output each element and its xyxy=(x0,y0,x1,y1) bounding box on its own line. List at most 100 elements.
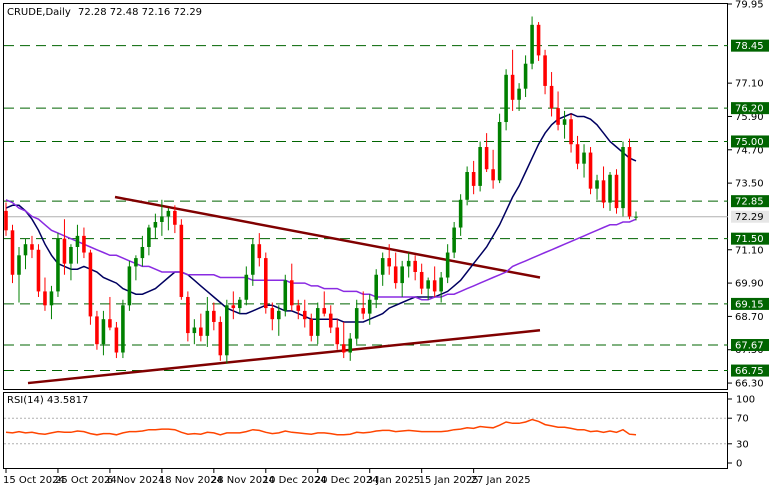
candle-body xyxy=(627,147,632,217)
ohlc-readout: 72.28 72.48 72.16 72.29 xyxy=(78,7,202,18)
date-tick-label: 15 Oct 2024 xyxy=(3,475,65,486)
candle-body xyxy=(634,216,638,218)
trendline xyxy=(114,195,541,279)
candle-body xyxy=(36,249,41,292)
level-tag-bg xyxy=(731,39,769,52)
price-tick-label: 71.10 xyxy=(735,245,764,256)
candle-body xyxy=(302,310,307,320)
candle-body xyxy=(400,266,404,284)
candle-body xyxy=(601,180,606,203)
candle-body xyxy=(445,252,450,278)
candle-body xyxy=(121,305,125,353)
price-tick-label: 75.90 xyxy=(735,112,764,123)
rsi-line xyxy=(5,418,637,436)
rsi-tick-label: 70 xyxy=(736,414,749,425)
rsi-tick-label: 30 xyxy=(736,439,749,450)
candle-body xyxy=(471,172,476,186)
candle-body xyxy=(380,258,385,275)
candle-body xyxy=(160,216,164,222)
rsi-tick-label: 0 xyxy=(736,459,742,470)
candle-body xyxy=(88,252,93,317)
candle-body xyxy=(588,152,593,189)
price-tick-label: 73.50 xyxy=(735,179,764,190)
level-tag-label: 75.00 xyxy=(735,137,764,148)
candle-body xyxy=(95,316,99,345)
rsi-axis: 100 70 30 0 xyxy=(728,395,755,470)
candle-body xyxy=(309,319,314,336)
candle-body xyxy=(289,280,294,306)
candle-body xyxy=(101,319,106,345)
candle-body xyxy=(406,260,411,267)
candle-body xyxy=(114,327,119,353)
candle-body xyxy=(614,174,619,209)
level-tag-label: 69.15 xyxy=(735,299,764,310)
candle-body xyxy=(276,310,281,320)
rsi-series xyxy=(5,418,637,436)
price-plot-frame xyxy=(3,3,728,390)
candle-body xyxy=(140,246,145,259)
price-tick-label: 74.70 xyxy=(735,145,764,156)
current-price-tag-bg xyxy=(731,210,769,223)
candle-body xyxy=(186,296,190,334)
candle-body xyxy=(17,255,21,275)
candle-body xyxy=(173,210,177,225)
candle-body xyxy=(322,308,327,314)
candle-body xyxy=(341,344,346,353)
price-tick-label: 77.10 xyxy=(735,79,764,90)
candle-body xyxy=(562,119,567,125)
candle-body xyxy=(478,147,482,186)
level-price-tags: 78.45 76.20 75.00 72.85 71.50 69.15 67.67 66.75… xyxy=(731,39,769,377)
candlesticks xyxy=(4,16,638,364)
candle-body xyxy=(504,74,508,123)
rsi-tick-label: 100 xyxy=(736,395,755,406)
rsi-plot-frame xyxy=(3,392,728,469)
rsi-panel: 100 70 30 0 RSI(14) 43.5817 xyxy=(3,392,755,470)
candle-body xyxy=(23,244,28,256)
level-tag-label: 72.85 xyxy=(735,197,764,208)
date-tick-label: 3 Jan 2025 xyxy=(367,475,421,486)
date-tick-label: 6 Nov 2024 xyxy=(107,475,165,486)
candle-body xyxy=(30,244,34,250)
candle-body xyxy=(238,299,242,309)
level-tag-label: 78.45 xyxy=(735,41,764,52)
candle-body xyxy=(179,224,184,297)
candle-body xyxy=(608,174,612,203)
candle-body xyxy=(543,55,547,86)
trendline xyxy=(27,329,541,385)
candle-body xyxy=(354,308,359,339)
candle-body xyxy=(452,227,456,253)
candle-body xyxy=(556,108,560,125)
candle-body xyxy=(439,277,443,292)
candle-body xyxy=(387,258,391,267)
moving-average-long xyxy=(5,199,637,301)
candle-body xyxy=(348,338,353,353)
candle-body xyxy=(335,327,340,345)
candle-body xyxy=(257,244,262,259)
candle-body xyxy=(108,319,112,328)
candle-body xyxy=(315,308,320,336)
candle-body xyxy=(166,210,171,217)
candle-body xyxy=(69,246,73,264)
level-tag-bg xyxy=(731,135,769,148)
date-tick-label: 20 Dec 2024 xyxy=(315,475,379,486)
candle-body xyxy=(231,305,236,309)
candle-body xyxy=(75,235,80,247)
level-tag-bg xyxy=(731,339,769,352)
price-axis: 79.95 77.10 75.90 74.70 73.50 71.10 69.90 68.70… xyxy=(728,0,764,390)
candle-body xyxy=(218,321,223,356)
level-tag-label: 67.67 xyxy=(735,341,764,352)
level-tag-label: 71.50 xyxy=(735,234,764,245)
candle-body xyxy=(367,299,372,314)
candle-body xyxy=(328,313,333,328)
moving-averages xyxy=(5,112,637,323)
rsi-label: RSI(14) 43.5817 xyxy=(7,395,88,406)
candle-body xyxy=(4,210,8,231)
candle-body xyxy=(270,308,275,320)
level-tag-label: 76.20 xyxy=(735,104,764,115)
candle-body xyxy=(251,244,255,275)
price-tick-label: 68.70 xyxy=(735,312,764,323)
candle-body xyxy=(43,291,47,306)
level-tag-bg xyxy=(731,195,769,208)
